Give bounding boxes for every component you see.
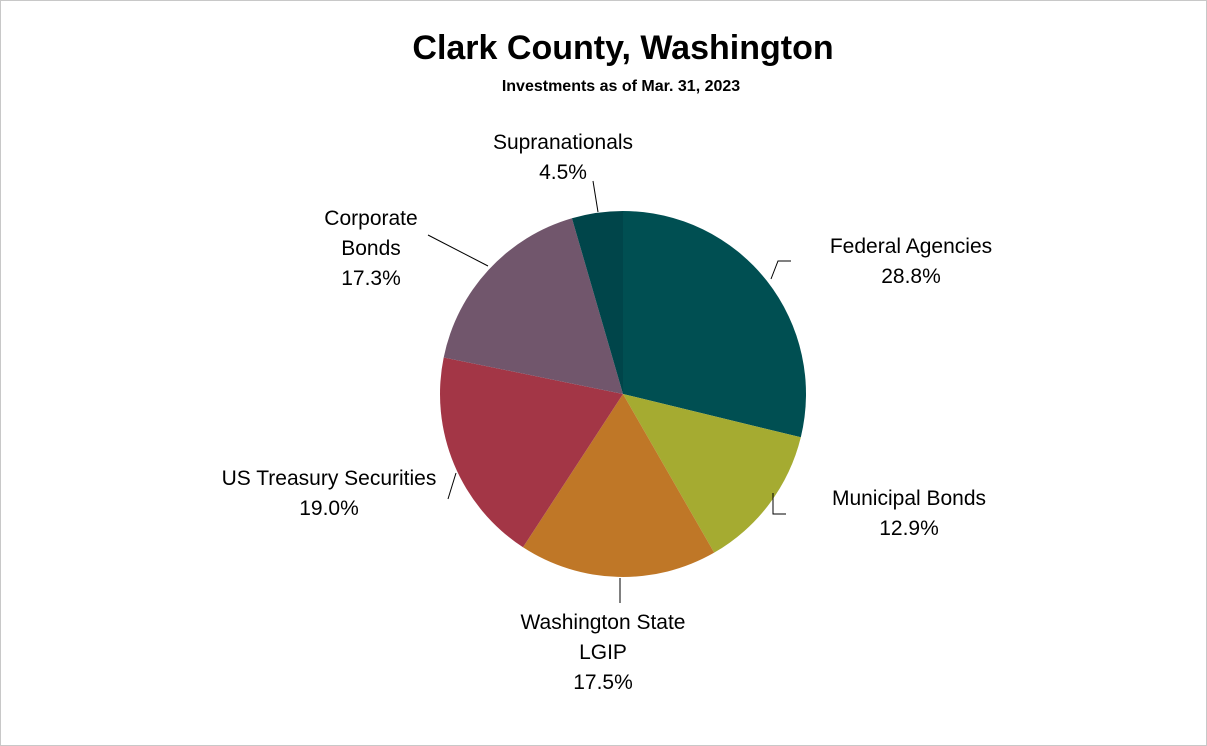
data-label: Washington State LGIP 17.5% <box>521 611 686 694</box>
data-label: Federal Agencies 28.8% <box>830 235 992 288</box>
leader-line <box>770 260 791 280</box>
data-label-value: 4.5% <box>539 161 587 184</box>
data-label-value: 17.5% <box>573 671 633 694</box>
data-label-value: 17.3% <box>341 267 401 290</box>
pie-slice-federal-agencies <box>623 211 807 438</box>
leader-line <box>447 472 457 500</box>
data-label-value: 12.9% <box>879 517 939 540</box>
pie-slice-washington-state-lgip <box>523 394 715 577</box>
leader-lines <box>427 180 791 603</box>
data-label-name: Washington State <box>521 611 686 634</box>
data-label-name: Municipal Bonds <box>832 487 986 510</box>
pie-slice-us-treasury-securities <box>440 357 623 548</box>
data-label: Supranationals 4.5% <box>493 131 633 184</box>
pie-slice-supranationals <box>571 211 623 394</box>
data-labels: Federal Agencies 28.8% Municipal Bonds 12.9… <box>222 131 993 694</box>
data-label: Corporate Bonds 17.3% <box>324 207 417 290</box>
chart-title: Clark County, Washington <box>412 29 833 67</box>
data-label: Municipal Bonds 12.9% <box>832 487 986 540</box>
data-label-name: Federal Agencies <box>830 235 992 258</box>
data-label: US Treasury Securities 19.0% <box>222 467 437 520</box>
pie-slice-municipal-bonds <box>623 394 801 553</box>
data-label-name: Supranationals <box>493 131 633 154</box>
pie-slice-corporate-bonds <box>443 218 623 394</box>
data-label-value: 28.8% <box>881 265 941 288</box>
leader-line <box>427 234 489 267</box>
data-label-name: Corporate <box>324 207 417 230</box>
leader-line <box>592 180 599 213</box>
data-label-name: US Treasury Securities <box>222 467 437 490</box>
chart-subtitle: Investments as of Mar. 31, 2023 <box>502 78 740 95</box>
pie-slices <box>440 211 807 577</box>
data-label-name: Bonds <box>341 237 401 260</box>
data-label-name: LGIP <box>579 641 627 664</box>
data-label-value: 19.0% <box>299 497 359 520</box>
leader-line <box>772 493 786 515</box>
